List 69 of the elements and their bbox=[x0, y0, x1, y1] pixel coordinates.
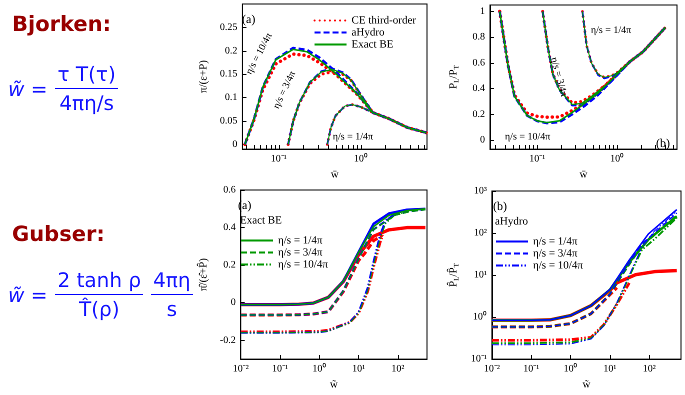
legend-label: η/s = 1/4π bbox=[278, 234, 323, 246]
x-tick-label: 10⁻¹ bbox=[270, 154, 287, 165]
legend-label: η/s = 1/4π bbox=[533, 236, 578, 248]
x-tick-label: 10⁰ bbox=[312, 362, 326, 375]
annotation: (b) bbox=[656, 136, 670, 150]
x-tick-label: 10⁰ bbox=[564, 362, 578, 375]
x-axis-title: w̄ bbox=[580, 168, 588, 180]
x-axis-title: w̄ bbox=[330, 168, 339, 180]
text: Gubser: bbox=[12, 222, 105, 246]
x-tick-label: 10⁰ bbox=[354, 152, 368, 165]
legend-label: CE third-order bbox=[352, 14, 416, 26]
text: 2 tanh ρ bbox=[55, 268, 144, 295]
y-tick-label: 1 bbox=[480, 6, 485, 17]
y-tick-label: 0.2 bbox=[224, 45, 238, 56]
x-axis-title: w̃ bbox=[330, 378, 338, 390]
text: T̂(ρ) bbox=[79, 296, 120, 321]
x-tick-label: 10⁻² bbox=[232, 364, 249, 375]
y-tick-label: 0.4 bbox=[223, 222, 236, 234]
y-tick-label: 0.4 bbox=[472, 83, 485, 94]
y-tick-label: 0.6 bbox=[472, 57, 485, 68]
text: Bjorken: bbox=[12, 12, 111, 36]
x-tick-label: 10¹ bbox=[603, 364, 616, 375]
annotation: (b) bbox=[493, 199, 507, 213]
y-tick-label: 0.6 bbox=[223, 184, 236, 196]
y-tick-label: 0.05 bbox=[220, 116, 238, 127]
y-tick-label: 10⁻¹ bbox=[470, 354, 487, 365]
x-tick-label: 10⁻² bbox=[484, 364, 500, 375]
legend-title: Exact BE bbox=[240, 214, 282, 226]
text: w̃ = bbox=[8, 76, 48, 100]
legend-label: aHydro bbox=[352, 26, 386, 38]
y-tick-label: 10¹ bbox=[474, 270, 487, 281]
legend-label: η/s = 3/4π bbox=[533, 248, 578, 260]
text: s bbox=[166, 296, 178, 321]
y-tick-label: 0.1 bbox=[224, 92, 238, 104]
text: 4πη/s bbox=[59, 90, 114, 115]
legend-label: η/s = 3/4π bbox=[278, 246, 323, 258]
y-axis-title: π/(ε+P) bbox=[198, 60, 210, 93]
y-tick-label: -0.2 bbox=[220, 334, 236, 346]
y-tick-label: 0.2 bbox=[472, 108, 485, 120]
y-tick-label: 10⁰ bbox=[472, 310, 487, 323]
y-tick-label: 10³ bbox=[474, 186, 487, 196]
legend-label: η/s = 10/4π bbox=[278, 258, 328, 270]
x-tick-label: 10⁻¹ bbox=[529, 154, 546, 165]
legend-title: aHydro bbox=[495, 216, 528, 228]
x-axis-title: w̃ bbox=[582, 378, 590, 390]
x-tick-label: 10⁻¹ bbox=[272, 364, 288, 375]
x-tick-label: 10⁻¹ bbox=[523, 364, 540, 375]
annotation: η/s = 3/4π bbox=[548, 56, 570, 98]
x-tick-label: 10² bbox=[642, 364, 656, 375]
y-tick-label: 10² bbox=[474, 228, 487, 239]
legend-label: η/s = 10/4π bbox=[533, 260, 584, 272]
x-tick-label: 10² bbox=[391, 364, 404, 375]
legend-label: Exact BE bbox=[352, 38, 394, 50]
y-tick-label: 0.15 bbox=[220, 68, 238, 80]
x-tick-label: 10¹ bbox=[352, 364, 366, 375]
text: τ T(τ) bbox=[55, 62, 118, 89]
annotation: η/s = 10/4π bbox=[504, 132, 550, 142]
y-tick-label: 0.8 bbox=[472, 32, 485, 43]
y-axis-title: π̂/(ε̂+P̂) bbox=[196, 258, 210, 291]
x-tick-label: 10⁰ bbox=[610, 152, 624, 165]
annotation: η/s = 1/4π bbox=[332, 131, 374, 142]
annotation: η/s = 1/4π bbox=[590, 25, 632, 36]
y-tick-label: 0.25 bbox=[220, 22, 238, 33]
text: w̃ = bbox=[8, 282, 48, 306]
y-tick-label: 0 bbox=[480, 134, 485, 146]
y-tick-label: 0.2 bbox=[223, 260, 236, 271]
y-tick-label: 0 bbox=[230, 297, 236, 308]
text: 4πη bbox=[151, 268, 193, 295]
y-tick-label: 0 bbox=[232, 138, 238, 150]
